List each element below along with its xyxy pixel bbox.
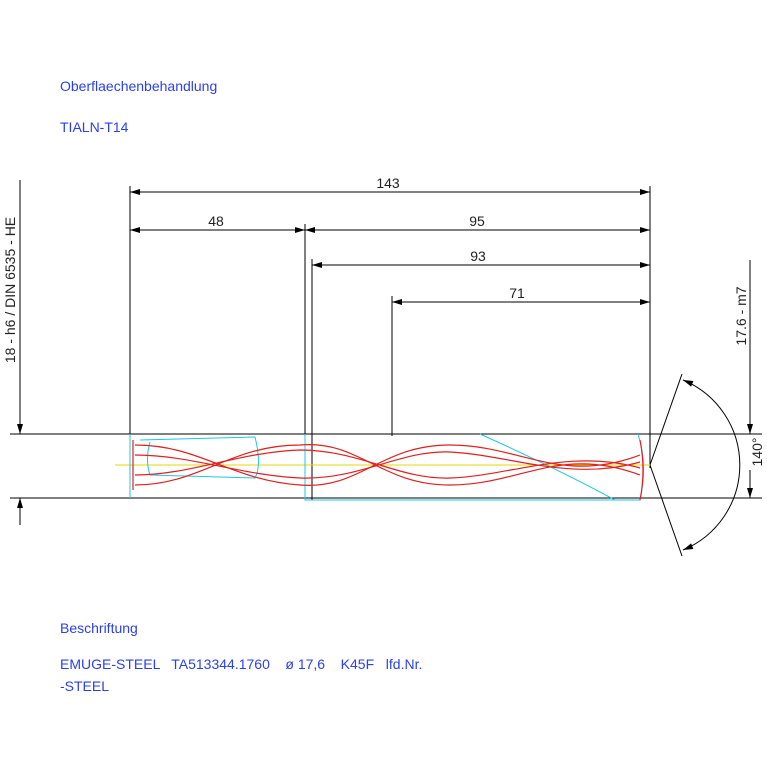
surface-value: TIALN-T14 — [60, 119, 129, 135]
helix — [132, 439, 644, 501]
dim-shank: 48 — [208, 213, 224, 229]
dim-body: 95 — [469, 213, 485, 229]
marking-line: EMUGE-STEEL TA513344.1760 ø 17,6 K45F lf… — [60, 656, 422, 672]
dim-flute: 93 — [470, 248, 486, 264]
marking-line: -STEEL — [60, 678, 109, 694]
marking-heading: Beschriftung — [60, 620, 138, 636]
dim-shank-diameter: 18 - h6 / DIN 6535 - HE — [2, 217, 18, 363]
tool-outline — [115, 433, 651, 501]
surface-heading: Oberflaechenbehandlung — [60, 78, 217, 94]
dim-cutting-diameter: 17.6 - m7 — [733, 286, 749, 345]
dim-point-angle: 140° — [749, 438, 765, 467]
dim-cutting: 71 — [509, 285, 525, 301]
dim-total: 143 — [376, 175, 400, 191]
